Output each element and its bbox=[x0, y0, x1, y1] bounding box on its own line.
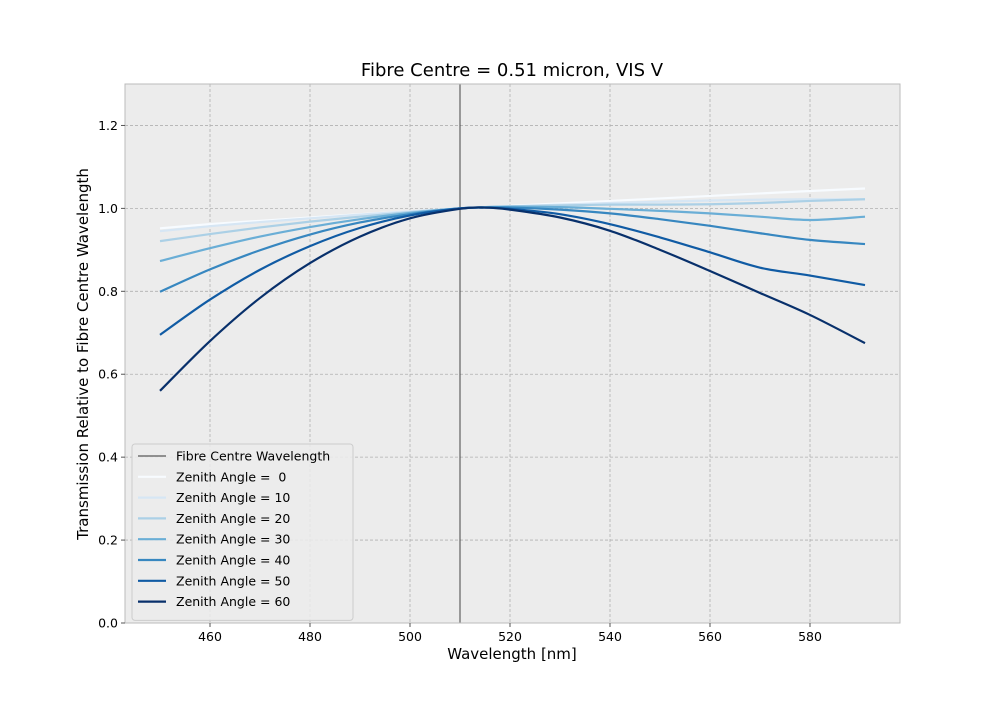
x-tick-label: 520 bbox=[498, 629, 522, 644]
plot-frame bbox=[124, 83, 901, 624]
y-axis-label: Transmission Relative to Fibre Centre Wa… bbox=[74, 168, 92, 541]
legend-label: Zenith Angle = 10 bbox=[176, 490, 290, 505]
legend-label: Zenith Angle = 30 bbox=[176, 532, 290, 547]
legend: Fibre Centre Wavelength Zenith Angle = 0 Z… bbox=[131, 443, 354, 621]
legend-label: Zenith Angle = 60 bbox=[176, 594, 290, 609]
y-axis-ticks: 0.0 0.2 0.4 0.6 0.8 1.0 1.2 bbox=[98, 118, 125, 631]
series-line-6 bbox=[159, 206, 866, 392]
x-tick-label: 580 bbox=[798, 629, 822, 644]
y-tick-label: 0.6 bbox=[98, 367, 118, 382]
legend-label: Zenith Angle = 50 bbox=[176, 573, 290, 588]
y-tick-label: 1.0 bbox=[98, 201, 118, 216]
legend-label: Zenith Angle = 40 bbox=[176, 553, 290, 568]
y-tick-label: 1.2 bbox=[98, 118, 118, 133]
x-tick-label: 500 bbox=[398, 629, 422, 644]
x-tick-label: 460 bbox=[198, 629, 222, 644]
y-tick-label: 0.0 bbox=[98, 616, 118, 631]
legend-label: Zenith Angle = 0 bbox=[176, 469, 286, 484]
legend-box bbox=[131, 443, 354, 621]
chart-title: Fibre Centre = 0.51 micron, VIS V bbox=[361, 60, 664, 81]
x-tick-label: 540 bbox=[598, 629, 622, 644]
series-lines bbox=[159, 84, 866, 623]
legend-label: Zenith Angle = 20 bbox=[176, 511, 290, 526]
x-tick-label: 560 bbox=[698, 629, 722, 644]
x-tick-label: 480 bbox=[298, 629, 322, 644]
x-axis-label: Wavelength [nm] bbox=[447, 645, 577, 663]
y-tick-label: 0.4 bbox=[98, 450, 118, 465]
legend-label: Fibre Centre Wavelength bbox=[176, 449, 330, 464]
y-tick-label: 0.8 bbox=[98, 284, 118, 299]
y-tick-label: 0.2 bbox=[98, 533, 118, 548]
x-axis-ticks: 460 480 500 520 540 560 580 bbox=[198, 623, 822, 644]
